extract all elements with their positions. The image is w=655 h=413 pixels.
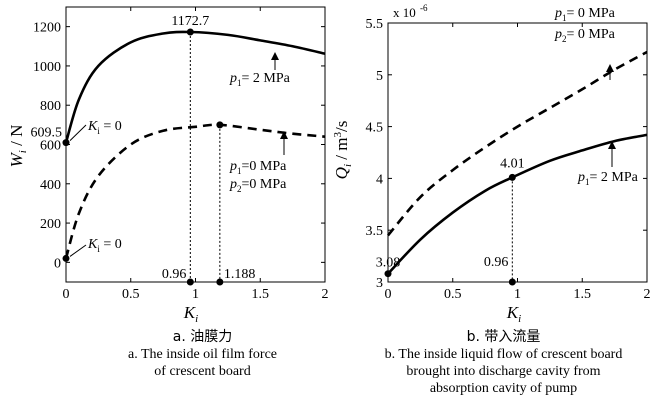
x-mark-label: 1.188 bbox=[224, 267, 256, 282]
p2-0mpa-label: p2= 0 MPa bbox=[554, 27, 616, 44]
y-tick-label: 5.5 bbox=[366, 17, 384, 32]
series-line-solid bbox=[64, 30, 326, 144]
ki-zero-label: Ki = 0 bbox=[87, 119, 122, 136]
y-tick-label: 200 bbox=[40, 217, 61, 232]
axis-ticks-b: 0 0.5 1 1.5 2 3 3.5 4 4.5 5 5.5 bbox=[366, 17, 651, 302]
x-mark-label: 0.96 bbox=[162, 267, 187, 282]
x-mark-label: 0.96 bbox=[484, 255, 509, 270]
x-axis-label-b: Ki bbox=[506, 303, 521, 325]
caption-a: a. 油膜力 a. The inside oil film force of c… bbox=[60, 329, 345, 380]
caption-a-zh: a. 油膜力 bbox=[172, 329, 233, 345]
svg-text:Qi / m3/s: Qi / m3/s bbox=[332, 121, 354, 180]
p1-0mpa-label: p1=0 MPa bbox=[229, 159, 287, 176]
arrow-head bbox=[271, 52, 279, 60]
p1-2mpa-label: p1= 2 MPa bbox=[577, 170, 639, 187]
y-tick-label: 400 bbox=[40, 178, 61, 193]
arrow-head bbox=[608, 141, 616, 149]
data-point bbox=[508, 278, 516, 286]
y-tick-label: 600 bbox=[40, 139, 61, 154]
p2-0mpa-label: p2=0 MPa bbox=[229, 177, 287, 194]
x-tick-label: 1.5 bbox=[574, 287, 592, 302]
data-point bbox=[186, 28, 194, 36]
y-tick-label: 0 bbox=[54, 256, 61, 271]
y-tick-label: 800 bbox=[40, 99, 61, 114]
y-tick-label: 4.5 bbox=[366, 121, 384, 136]
liquid-flow-chart: 0 0.5 1 1.5 2 3 3.5 4 4.5 5 5.5 3.08 4.01 0.96 p1= 0 … bbox=[332, 3, 651, 325]
ki-zero-label: Ki = 0 bbox=[87, 237, 122, 254]
arrow-head bbox=[280, 131, 288, 139]
svg-text:Ki: Ki bbox=[183, 303, 198, 325]
data-point bbox=[384, 270, 392, 278]
x-tick-label: 1 bbox=[514, 287, 521, 302]
x-tick-label: 0 bbox=[385, 287, 392, 302]
x-tick-label: 2 bbox=[644, 287, 651, 302]
data-point bbox=[186, 278, 194, 286]
series-line-dashed bbox=[387, 50, 648, 237]
svg-text:Ki: Ki bbox=[506, 303, 521, 325]
intercept-value-label: 609.5 bbox=[31, 126, 63, 141]
data-point bbox=[508, 173, 516, 181]
x-tick-label: 1.5 bbox=[252, 287, 270, 302]
annotations-a: 1172.7 609.5 0.96 1.188 Ki = 0 Ki = 0 p1= 2 MP… bbox=[31, 14, 291, 286]
caption-b-en-1: b. The inside liquid flow of crescent bo… bbox=[384, 347, 623, 362]
peak-value-label: 1172.7 bbox=[171, 14, 209, 29]
caption-a-en-2: of crescent board bbox=[154, 364, 251, 379]
y-tick-label: 5 bbox=[376, 69, 383, 84]
x-tick-label: 2 bbox=[322, 287, 329, 302]
series-group-a bbox=[64, 30, 326, 259]
y-axis-label-a: Wi / N bbox=[7, 125, 29, 168]
x-tick-label: 0.5 bbox=[444, 287, 462, 302]
series-line-dashed bbox=[64, 123, 326, 259]
plot-frame-b bbox=[387, 22, 648, 283]
y-tick-label: 3 bbox=[376, 276, 383, 291]
caption-b-en-3: absorption cavity of pump bbox=[429, 381, 578, 396]
axis-ticks-a: 0 0.5 1 1.5 2 0 200 400 600 800 1000 1200 bbox=[33, 7, 329, 302]
x-tick-label: 0 bbox=[63, 287, 70, 302]
leader-line bbox=[69, 124, 87, 141]
caption-b: b. 带入流量 b. The inside liquid flow of cre… bbox=[352, 329, 655, 397]
y-axis-label-b: Qi / m3/s bbox=[332, 121, 354, 180]
data-point bbox=[62, 139, 70, 147]
y-tick-label: 3.5 bbox=[366, 224, 384, 239]
svg-text:-6: -6 bbox=[420, 3, 428, 13]
data-point bbox=[62, 254, 70, 262]
arrow-head bbox=[606, 64, 614, 72]
caption-a-en-1: a. The inside oil film force bbox=[127, 347, 278, 362]
y-tick-label: 4 bbox=[376, 172, 383, 187]
p1-2mpa-label: p1= 2 MPa bbox=[229, 71, 291, 88]
intercept-value-label: 3.08 bbox=[376, 256, 401, 271]
data-point bbox=[216, 121, 224, 129]
annotations-b: 3.08 4.01 0.96 p1= 0 MPa p2= 0 MPa p1= 2 MPa bbox=[376, 6, 639, 286]
p1-0mpa-label: p1= 0 MPa bbox=[554, 6, 616, 23]
oil-film-force-chart: 0 0.5 1 1.5 2 0 200 400 600 800 1000 1200 1172.7 609… bbox=[7, 6, 329, 325]
y-tick-label: 1200 bbox=[33, 21, 61, 36]
y-multiplier-b: x 10 -6 bbox=[393, 3, 428, 20]
caption-b-zh: b. 带入流量 bbox=[466, 329, 541, 345]
svg-text:Wi / N: Wi / N bbox=[7, 125, 29, 168]
caption-b-en-2: brought into discharge cavity from bbox=[406, 364, 601, 379]
x-tick-label: 1 bbox=[192, 287, 199, 302]
leader-line bbox=[69, 244, 87, 257]
point-value-label: 4.01 bbox=[500, 156, 525, 171]
svg-text:x 10: x 10 bbox=[393, 5, 416, 20]
x-tick-label: 0.5 bbox=[122, 287, 140, 302]
y-tick-label: 1000 bbox=[33, 60, 61, 75]
data-point bbox=[216, 278, 224, 286]
x-axis-label-a: Ki bbox=[183, 303, 198, 325]
